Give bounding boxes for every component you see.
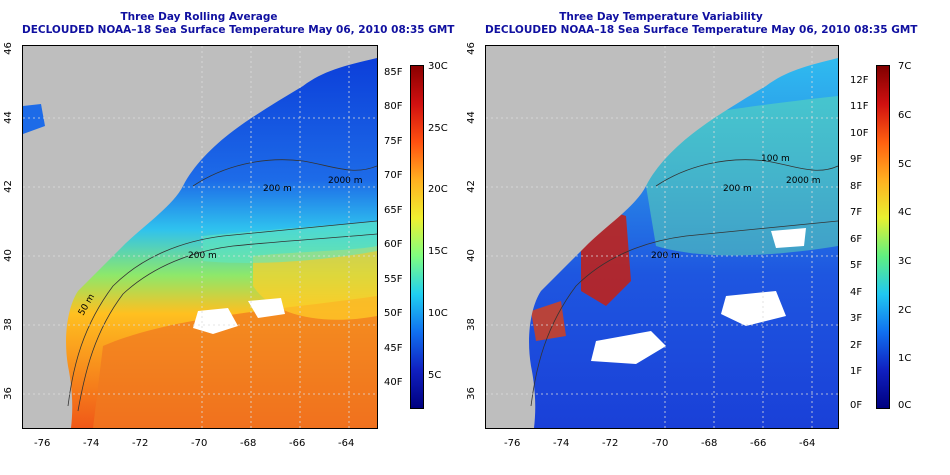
colorbar-c-label: 10C [428,308,448,319]
y-tick: 44 [2,111,14,124]
colorbar-f-label: 12F [850,75,869,86]
x-tick: -64 [338,438,355,449]
colorbar-f-label: 2F [850,340,863,351]
y-tick: 42 [2,180,14,193]
contour-line [67,220,377,407]
land-mass [23,46,377,428]
warm-gulf-stream [93,296,377,428]
y-tick: 46 [465,42,477,55]
colorbar-c-label: 5C [428,370,442,381]
y-tick: 40 [465,249,477,262]
contour-label: 2000 m [328,176,363,186]
contour-label: 200 m [188,251,217,261]
y-tick: 44 [465,111,477,124]
colorbar-f-label: 0F [850,400,863,411]
x-tick: -74 [553,438,570,449]
x-tick: -66 [289,438,306,449]
contour-label: 2000 m [786,176,821,186]
colorbar-f-label: 7F [850,207,863,218]
colorbar-c-label: 5C [898,159,912,170]
right-title: Three Day Temperature Variability [559,11,763,23]
x-tick: -72 [132,438,149,449]
colorbar-f-label: 5F [850,260,863,271]
colorbar-c-label: 0C [898,400,912,411]
colorbar-f-label: 9F [850,154,863,165]
colorbar-c-label: 30C [428,61,448,72]
contour-line [192,159,377,187]
colorbar-f-label: 6F [850,234,863,245]
colorbar-f-label: 75F [384,136,403,147]
y-tick: 46 [2,42,14,55]
contour-line [530,220,838,407]
cloud-gap [193,308,238,334]
colorbar-f-label: 3F [850,313,863,324]
contour-line [77,233,377,412]
colorbar-c-label: 3C [898,256,912,267]
x-tick: -68 [240,438,257,449]
y-tick: 36 [2,387,14,400]
x-tick: -66 [750,438,767,449]
warm-eddy [253,246,377,320]
right-map-sst-variability: 100 m 2000 m 200 m 200 m [485,45,839,429]
left-colorbar [410,65,424,409]
contour-label: 200 m [723,184,752,194]
left-title: Three Day Rolling Average [120,11,278,23]
colorbar-c-label: 20C [428,184,448,195]
x-tick: -76 [34,438,51,449]
x-tick: -64 [799,438,816,449]
inland-water [23,104,45,134]
slope-water [203,221,377,263]
colorbar-f-label: 70F [384,170,403,181]
y-tick: 42 [465,180,477,193]
left-map-svg: 200 m 2000 m 200 m 50 m [23,46,377,428]
colorbar-f-label: 50F [384,308,403,319]
contour-line [655,159,838,187]
colorbar-f-label: 40F [384,377,403,388]
colorbar-c-label: 6C [898,110,912,121]
x-tick: -68 [701,438,718,449]
y-tick: 38 [465,318,477,331]
x-tick: -74 [83,438,100,449]
cloud-gap [721,291,786,326]
right-subtitle: DECLOUDED NOAA–18 Sea Surface Temperatur… [485,24,918,36]
colorbar-f-label: 11F [850,101,869,112]
colorbar-f-label: 10F [850,128,869,139]
land-mass [486,46,838,428]
colorbar-f-label: 4F [850,287,863,298]
colorbar-c-label: 1C [898,353,912,364]
colorbar-f-label: 1F [850,366,863,377]
colorbar-f-label: 60F [384,239,403,250]
left-subtitle: DECLOUDED NOAA–18 Sea Surface Temperatur… [22,24,455,36]
right-colorbar [876,65,890,409]
colorbar-f-label: 55F [384,274,403,285]
colorbar-f-label: 80F [384,101,403,112]
contour-label: 200 m [263,184,292,194]
x-tick: -76 [504,438,521,449]
x-tick: -72 [602,438,619,449]
colorbar-c-label: 7C [898,61,912,72]
x-tick: -70 [191,438,208,449]
right-map-svg: 100 m 2000 m 200 m 200 m [486,46,838,428]
left-map-sst-average: 200 m 2000 m 200 m 50 m [22,45,378,429]
colorbar-f-label: 8F [850,181,863,192]
colorbar-f-label: 65F [384,205,403,216]
cloud-gap [771,228,806,248]
x-tick: -70 [652,438,669,449]
colorbar-c-label: 25C [428,123,448,134]
colorbar-f-label: 85F [384,67,403,78]
colorbar-c-label: 15C [428,246,448,257]
high-variability-zone [531,301,566,341]
colorbar-c-label: 4C [898,207,912,218]
colorbar-f-label: 45F [384,343,403,354]
grid-lines [23,46,377,428]
cloud-gap [248,298,285,318]
grid-lines [486,46,838,428]
colorbar-c-label: 2C [898,305,912,316]
contour-label: 200 m [651,251,680,261]
y-tick: 36 [465,387,477,400]
contour-label: 100 m [761,154,790,164]
y-tick: 40 [2,249,14,262]
cloud-gap [591,331,666,364]
y-tick: 38 [2,318,14,331]
